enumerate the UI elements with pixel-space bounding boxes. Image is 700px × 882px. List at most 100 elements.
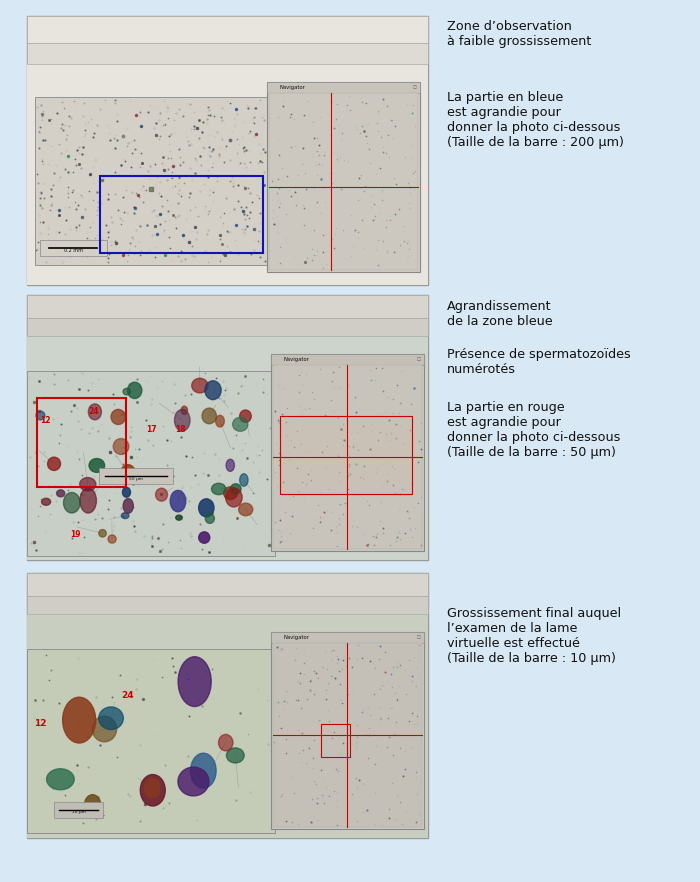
Text: La partie en rouge
est agrandie pour
donner la photo ci-dessous
(Taille de la ba: La partie en rouge est agrandie pour don…: [447, 401, 620, 460]
Ellipse shape: [178, 657, 211, 706]
Ellipse shape: [99, 707, 123, 729]
Ellipse shape: [202, 408, 216, 423]
Bar: [273, 365, 422, 549]
Bar: [27, 573, 428, 596]
Ellipse shape: [190, 753, 216, 789]
Ellipse shape: [123, 498, 133, 513]
Bar: [269, 93, 419, 270]
Ellipse shape: [232, 417, 248, 431]
Ellipse shape: [199, 499, 214, 517]
Bar: [99, 468, 173, 484]
Ellipse shape: [111, 409, 125, 424]
Text: 18: 18: [175, 425, 186, 434]
Ellipse shape: [80, 477, 96, 491]
Bar: [100, 176, 262, 253]
Text: Grossissement final auquel
l’examen de la lame
virtuelle est effectué
(Taille de: Grossissement final auquel l’examen de l…: [447, 607, 621, 665]
Bar: [272, 632, 424, 829]
Bar: [267, 82, 420, 93]
Bar: [27, 16, 428, 285]
Text: 24: 24: [121, 691, 134, 700]
Bar: [34, 97, 267, 265]
Ellipse shape: [140, 774, 165, 806]
Ellipse shape: [226, 460, 234, 471]
Ellipse shape: [155, 488, 167, 501]
Bar: [55, 802, 104, 818]
Text: Zone d’observation
à faible grossissement: Zone d’observation à faible grossissemen…: [447, 20, 591, 49]
Text: Agrandissement
de la zone bleue: Agrandissement de la zone bleue: [447, 300, 552, 328]
Ellipse shape: [192, 378, 208, 392]
Bar: [272, 354, 424, 551]
Ellipse shape: [205, 513, 214, 523]
Bar: [27, 16, 428, 42]
Bar: [273, 643, 422, 827]
Ellipse shape: [239, 410, 251, 422]
Ellipse shape: [123, 388, 131, 395]
Bar: [27, 596, 428, 614]
Bar: [321, 724, 351, 757]
Bar: [39, 240, 106, 256]
Ellipse shape: [176, 515, 182, 520]
Ellipse shape: [122, 488, 130, 497]
Ellipse shape: [57, 490, 64, 497]
Bar: [272, 632, 424, 643]
Ellipse shape: [205, 381, 221, 400]
Ellipse shape: [170, 490, 186, 512]
Text: Navigator: Navigator: [279, 86, 305, 90]
Ellipse shape: [211, 483, 226, 495]
Text: 12: 12: [40, 416, 50, 425]
Bar: [27, 336, 428, 560]
Bar: [27, 648, 275, 833]
Bar: [272, 354, 424, 365]
Bar: [27, 573, 428, 838]
Ellipse shape: [62, 697, 96, 743]
Text: Navigator: Navigator: [284, 357, 309, 362]
Ellipse shape: [178, 767, 209, 796]
Bar: [27, 295, 428, 318]
Bar: [280, 416, 412, 494]
Text: 12: 12: [34, 719, 47, 729]
Bar: [27, 42, 428, 64]
Bar: [280, 416, 412, 494]
Ellipse shape: [41, 498, 50, 505]
Bar: [267, 82, 420, 272]
Text: □: □: [416, 635, 420, 639]
Ellipse shape: [113, 438, 129, 454]
Ellipse shape: [174, 409, 190, 431]
Ellipse shape: [120, 465, 136, 482]
Ellipse shape: [48, 457, 60, 470]
Ellipse shape: [230, 484, 241, 494]
Ellipse shape: [239, 503, 253, 516]
Ellipse shape: [181, 406, 188, 415]
Bar: [27, 64, 428, 285]
Ellipse shape: [127, 382, 142, 399]
Text: Présence de spermatozoïdes
numérotés: Présence de spermatozoïdes numérotés: [447, 348, 631, 377]
Bar: [27, 614, 428, 838]
Text: □: □: [416, 357, 420, 362]
Ellipse shape: [64, 492, 80, 513]
Ellipse shape: [99, 529, 106, 537]
Bar: [27, 318, 428, 336]
Text: 17: 17: [146, 425, 156, 434]
Ellipse shape: [225, 488, 242, 507]
Ellipse shape: [36, 411, 45, 420]
Ellipse shape: [121, 512, 129, 519]
Ellipse shape: [226, 748, 244, 763]
Ellipse shape: [108, 535, 116, 543]
Text: 24: 24: [88, 407, 99, 416]
Ellipse shape: [218, 735, 233, 751]
Ellipse shape: [92, 716, 117, 742]
Ellipse shape: [47, 769, 74, 789]
Ellipse shape: [239, 474, 248, 486]
Ellipse shape: [88, 404, 102, 420]
Text: 0.2 mm: 0.2 mm: [64, 249, 83, 253]
Bar: [27, 295, 428, 560]
Text: 10 μm: 10 μm: [72, 811, 85, 814]
Text: La partie en bleue
est agrandie pour
donner la photo ci-dessous
(Taille de la ba: La partie en bleue est agrandie pour don…: [447, 91, 624, 149]
Bar: [27, 370, 275, 556]
Ellipse shape: [223, 487, 237, 499]
Bar: [36, 399, 126, 487]
Text: 50 μm: 50 μm: [129, 477, 143, 481]
Text: Navigator: Navigator: [284, 635, 309, 639]
Ellipse shape: [80, 488, 97, 513]
Ellipse shape: [89, 459, 104, 473]
